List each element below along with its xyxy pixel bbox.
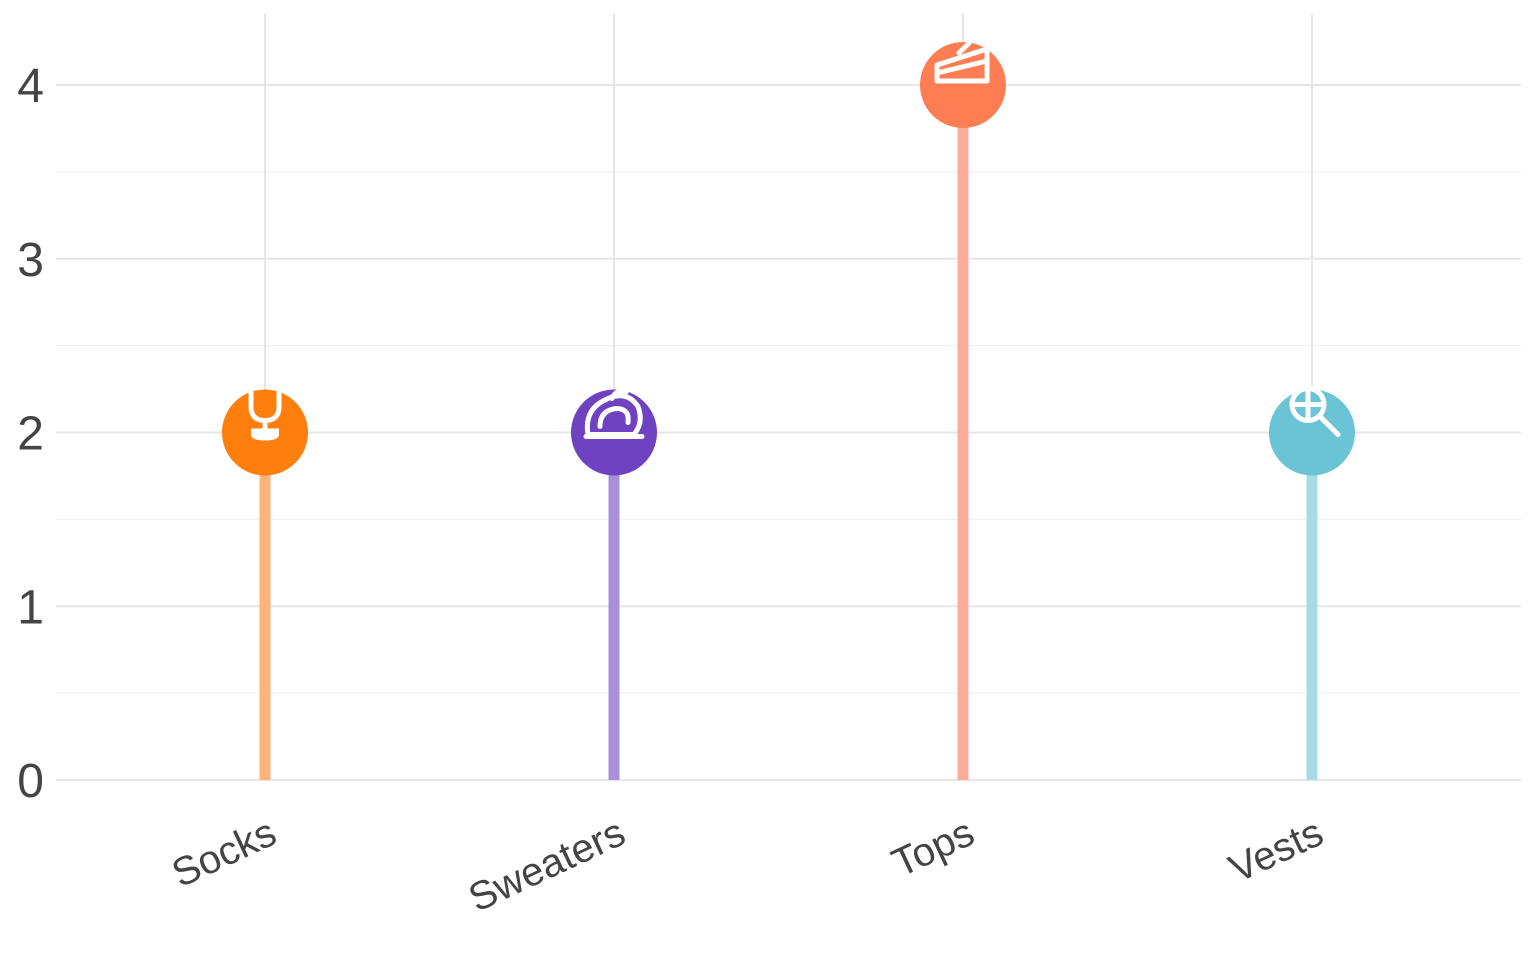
y-tick-label: 0: [17, 755, 44, 808]
lollipop-head: [571, 388, 657, 476]
x-tick-label: Vests: [1223, 810, 1330, 891]
y-tick-label: 1: [17, 581, 44, 634]
y-axis-ticks: 0 1 2 3 4: [17, 60, 44, 808]
x-tick-label: Tops: [886, 810, 981, 886]
x-tick-label: Socks: [165, 810, 282, 896]
lollipop-head: [920, 40, 1006, 128]
y-tick-label: 3: [17, 234, 44, 287]
tulip-icon: [248, 390, 282, 441]
lollipop-head: [222, 389, 308, 476]
y-tick-label: 4: [17, 60, 44, 113]
cake-icon: [934, 40, 990, 84]
lollipop-head: [1269, 386, 1355, 476]
x-axis-ticks: Socks Sweaters Tops Vests: [165, 810, 1329, 920]
x-tick-label: Sweaters: [462, 810, 632, 920]
rose-icon: [583, 388, 645, 439]
lollipop-icon: [1289, 386, 1341, 437]
lollipop-stems: [259, 85, 1318, 780]
lollipop-head-circle: [1269, 389, 1355, 476]
lollipop-heads: [222, 40, 1355, 476]
y-tick-label: 2: [17, 408, 44, 461]
